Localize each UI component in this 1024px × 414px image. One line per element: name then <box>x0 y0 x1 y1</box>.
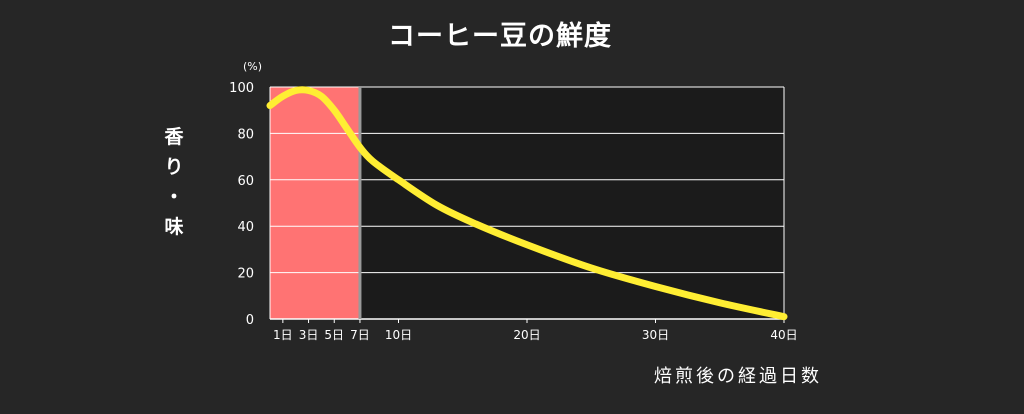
y-axis-label-char: 味 <box>164 216 184 238</box>
y-axis-label-char: 香 <box>164 126 184 148</box>
y-axis-label-char: り <box>164 156 184 178</box>
x-tick-label: 20日 <box>513 328 540 342</box>
y-tick-label: 0 <box>246 313 254 328</box>
y-axis-label: 香り・味 <box>160 122 188 242</box>
x-tick-label: 5日 <box>324 328 344 342</box>
y-tick-label: 60 <box>237 174 254 189</box>
y-tick-label: 20 <box>237 267 254 282</box>
x-tick-label: 1日 <box>273 328 293 342</box>
y-axis-label-char: ・ <box>164 186 184 208</box>
x-tick-label: 30日 <box>642 328 669 342</box>
x-tick-label: 40日 <box>770 328 797 342</box>
freshness-line <box>266 86 788 321</box>
y-tick-label: 80 <box>237 127 254 142</box>
chart-title: コーヒー豆の鮮度 <box>388 21 612 52</box>
x-tick-label: 7日 <box>350 328 370 342</box>
y-tick-label: 40 <box>237 220 254 235</box>
y-unit-label: (%) <box>243 60 262 73</box>
x-axis-label: 焙煎後の経過日数 <box>654 366 822 387</box>
y-tick-label: 100 <box>229 81 254 96</box>
x-tick-label: 3日 <box>299 328 319 342</box>
x-tick-label: 10日 <box>385 328 412 342</box>
